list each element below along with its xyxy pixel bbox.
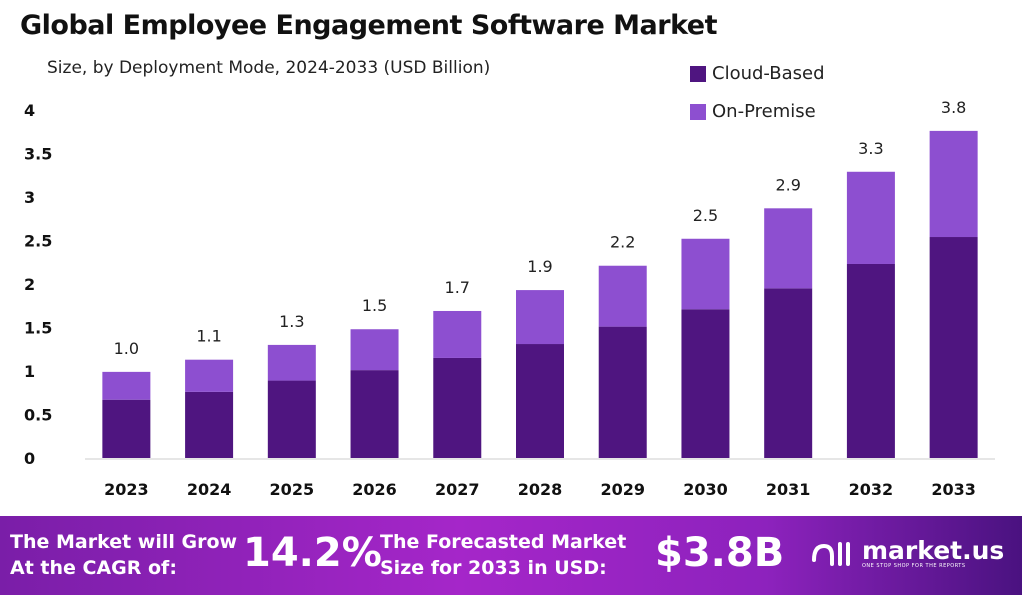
logo-icon: [812, 542, 850, 566]
total-data-label: 2.9: [775, 175, 800, 194]
x-tick-label: 2024: [187, 480, 232, 499]
total-data-label: 3.3: [858, 139, 883, 158]
bar-segment-cloud-based: [433, 357, 482, 458]
y-tick-label: 3: [24, 188, 35, 207]
x-tick-label: 2025: [270, 480, 315, 499]
x-tick-label: 2033: [931, 480, 976, 499]
legend-item-on-premise: On-Premise: [690, 101, 816, 122]
legend-swatch-on-premise: [690, 103, 706, 120]
total-data-label: 1.3: [279, 312, 304, 331]
cagr-text-line2: At the CAGR of:: [10, 557, 177, 579]
x-tick-label: 2023: [104, 480, 149, 499]
total-data-label: 1.0: [114, 339, 139, 358]
total-data-label: 1.9: [527, 257, 552, 276]
bar-segment-cloud-based: [267, 380, 316, 458]
x-tick-label: 2028: [518, 480, 563, 499]
footer-banner: The Market will Grow At the CAGR of: 14.…: [0, 516, 1022, 595]
stacked-bar-chart: 0 0.5 1 1.5 2 2.5 3 3.5 4 1.0 2023 1.1 2024 1.3 2025 1.…: [24, 98, 995, 499]
legend-label: On-Premise: [712, 101, 816, 122]
total-data-label: 2.2: [610, 233, 635, 252]
x-tick-label: 2032: [849, 480, 894, 499]
x-tick-label: 2029: [600, 480, 645, 499]
forecast-text-line1: The Forecasted Market: [380, 531, 627, 553]
total-data-label: 3.8: [941, 98, 966, 117]
x-tick-label: 2026: [352, 480, 397, 499]
y-tick-label: 3.5: [24, 145, 52, 164]
bar-segment-on-premise: [929, 130, 978, 238]
total-data-label: 1.7: [445, 278, 470, 297]
bar-segment-cloud-based: [516, 344, 564, 458]
bar-segment-on-premise: [102, 371, 151, 400]
chart-title: Global Employee Engagement Software Mark…: [20, 10, 718, 41]
legend-label: Cloud-Based: [712, 63, 825, 84]
bar-segment-cloud-based: [929, 237, 978, 458]
market-us-logo: market.us ONE STOP SHOP FOR THE REPORTS: [810, 538, 1004, 570]
bar-segment-cloud-based: [846, 263, 895, 458]
bar-segment-cloud-based: [185, 391, 234, 458]
bar-segment-on-premise: [267, 344, 316, 381]
total-data-label: 1.5: [362, 296, 387, 315]
y-tick-label: 4: [24, 101, 35, 120]
y-tick-label: 0.5: [24, 406, 52, 425]
logo-name: market.us: [862, 536, 1005, 565]
bar-segment-on-premise: [846, 171, 895, 264]
y-tick-label: 2: [24, 275, 35, 294]
bar-segment-on-premise: [350, 329, 399, 371]
cagr-value: 14.2%: [243, 530, 382, 576]
bar-segment-cloud-based: [764, 288, 813, 458]
forecast-text-line2: Size for 2033 in USD:: [380, 557, 607, 579]
bar-segment-cloud-based: [350, 370, 399, 458]
y-tick-label: 0: [24, 449, 35, 468]
bar-segment-cloud-based: [598, 326, 647, 458]
cagr-text-line1: The Market will Grow: [10, 531, 238, 553]
bar-segment-on-premise: [433, 310, 482, 358]
bar-segment-cloud-based: [681, 309, 730, 458]
bar-segment-on-premise: [598, 265, 647, 327]
chart-subtitle: Size, by Deployment Mode, 2024-2033 (USD…: [47, 58, 491, 78]
total-data-label: 2.5: [693, 206, 718, 225]
x-tick-label: 2031: [766, 480, 811, 499]
forecast-text: The Forecasted Market Size for 2033 in U…: [380, 529, 626, 581]
bar-segment-on-premise: [185, 359, 234, 392]
forecast-value: $3.8B: [655, 530, 785, 576]
y-tick-label: 1: [24, 362, 35, 381]
legend-swatch-cloud: [690, 65, 706, 82]
bar-segment-cloud-based: [102, 399, 151, 458]
logo-tagline: ONE STOP SHOP FOR THE REPORTS: [862, 563, 966, 569]
cagr-text: The Market will Grow At the CAGR of:: [10, 529, 237, 581]
total-data-label: 1.1: [196, 327, 221, 346]
y-tick-label: 1.5: [24, 319, 52, 338]
x-tick-label: 2027: [435, 480, 480, 499]
legend-item-cloud-based: Cloud-Based: [690, 63, 825, 84]
y-tick-label: 2.5: [24, 232, 52, 251]
x-tick-label: 2030: [683, 480, 728, 499]
bar-segment-on-premise: [681, 238, 730, 310]
bar-segment-on-premise: [764, 208, 813, 289]
bar-segment-on-premise: [516, 290, 564, 345]
